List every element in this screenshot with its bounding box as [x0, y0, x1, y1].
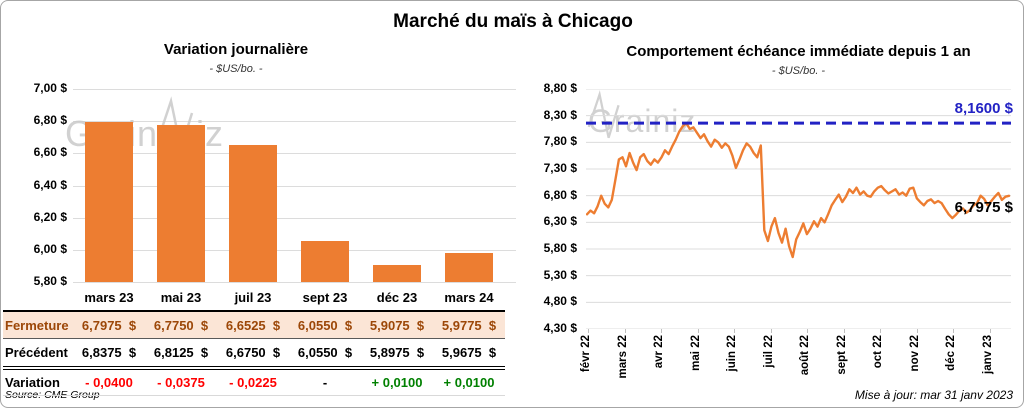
last-price-label: 6,7975 $ — [954, 198, 1013, 216]
line-chart-subtitle: - $US/bo. - — [771, 65, 826, 77]
table-cell: + 0,0100 — [371, 375, 423, 390]
price-line-chart — [586, 89, 1011, 329]
line-y-tick: 7,30 $ — [543, 161, 577, 175]
table-header-cell: mai 23 — [160, 290, 202, 305]
table-cell: - 0,0400 — [85, 375, 133, 390]
line-y-tick: 7,80 $ — [543, 134, 577, 149]
bar-y-tick: 7,00 $ — [33, 81, 67, 95]
price-table: mars 23 mai 23 juil 23 sept 23 déc 23 mars 24… — [3, 285, 505, 396]
bar-mars 24 — [445, 253, 493, 282]
table-header-cell: déc 23 — [376, 290, 418, 305]
page-title: Marché du maïs à Chicago — [393, 11, 633, 32]
table-cell: - — [322, 375, 328, 390]
bar-sept 23 — [301, 241, 349, 282]
table-cell: 6,8125 $ — [153, 345, 209, 360]
line-x-tick: févr 22 — [580, 335, 592, 373]
table-header-cell: sept 23 — [302, 290, 348, 305]
bar-y-tick: 6,20 $ — [33, 209, 67, 224]
line-x-tick: mai 22 — [689, 335, 702, 371]
bar-y-tick: 6,40 $ — [33, 177, 67, 192]
bar-y-tick: 6,60 $ — [33, 145, 67, 160]
line-chart-plot-area: Grain iz — [586, 89, 1011, 329]
table-cell: + 0,0100 — [443, 375, 495, 390]
bar-déc 23 — [373, 264, 421, 282]
axis-tick-mark — [770, 329, 772, 333]
table-row-precedent: Précédent 6,8375 $ 6,8125 $ 6,6750 $ 6,0550 … — [3, 339, 505, 370]
line-chart-title: Comportement échéance immédiate depuis 1… — [626, 43, 971, 60]
axis-tick-mark — [843, 329, 845, 333]
axis-tick-mark — [697, 329, 699, 333]
row-label: Variation — [5, 375, 60, 390]
line-x-tick: déc 22 — [945, 335, 957, 371]
table-cell: 6,8375 $ — [81, 345, 137, 360]
gridline — [73, 282, 516, 283]
table-cell: 6,7750 $ — [153, 317, 209, 333]
table-row-variation: Variation - 0,0400 - 0,0375 - 0,0225 - + 0,01… — [3, 370, 505, 396]
table-header-cell: juil 23 — [234, 290, 272, 305]
table-cell: 6,7975 $ — [81, 317, 137, 333]
axis-tick-mark — [588, 329, 589, 333]
row-label: Précédent — [5, 345, 68, 360]
table-header-row: mars 23 mai 23 juil 23 sept 23 déc 23 mars 24 — [3, 285, 505, 312]
table-cell: 6,0550 $ — [297, 317, 353, 333]
line-y-tick: 8,30 $ — [543, 107, 577, 122]
line-x-tick: mars 22 — [616, 335, 629, 379]
line-x-tick: avr 22 — [653, 335, 665, 369]
bar-chart-title: Variation journalière — [163, 41, 309, 58]
line-x-tick: nov 22 — [908, 335, 921, 372]
gridline — [73, 185, 516, 187]
line-x-tick: oct 22 — [872, 335, 884, 369]
bar-chart-subtitle: - $US/bo. - — [209, 63, 263, 75]
table-cell: 6,6750 $ — [225, 345, 281, 360]
gridline — [73, 217, 516, 219]
axis-tick-mark — [661, 329, 662, 333]
table-row-fermeture: Fermeture 6,7975 $ 6,7750 $ 6,6525 $ 6,0550 … — [3, 312, 505, 339]
table-cell: - 0,0225 — [229, 375, 277, 390]
line-y-tick: 4,30 $ — [543, 321, 577, 335]
axis-tick-mark — [734, 329, 735, 333]
line-x-tick: janv 23 — [981, 335, 994, 374]
table-header-cell: mars 24 — [444, 290, 494, 305]
line-x-tick: juin 22 — [726, 335, 738, 372]
line-y-tick: 6,80 $ — [543, 187, 577, 202]
table-cell: 5,9675 $ — [441, 345, 497, 360]
line-x-tick: sept 22 — [835, 335, 848, 375]
axis-tick-mark — [989, 329, 991, 333]
table-cell: 5,8975 $ — [369, 345, 425, 360]
line-y-tick: 4,80 $ — [543, 294, 577, 309]
table-cell: 5,9075 $ — [369, 317, 425, 333]
bar-y-tick: 6,00 $ — [33, 241, 67, 256]
bar-mai 23 — [157, 125, 205, 282]
table-cell: - 0,0375 — [157, 375, 205, 390]
gridline — [73, 89, 516, 90]
axis-tick-mark — [916, 329, 918, 333]
table-cell: 5,9775 $ — [441, 317, 497, 333]
bar-juil 23 — [229, 144, 277, 282]
line-y-tick: 8,80 $ — [543, 81, 577, 95]
axis-tick-mark — [624, 329, 626, 333]
bar-mars 23 — [85, 121, 133, 282]
gridline — [73, 153, 516, 155]
gridline — [73, 249, 516, 251]
updated-note: Mise à jour: mar 31 janv 2023 — [854, 388, 1013, 402]
gridline — [73, 121, 516, 123]
line-x-tick: août 22 — [799, 335, 811, 376]
line-y-tick: 5,30 $ — [543, 267, 577, 282]
table-cell: 6,0550 $ — [297, 345, 353, 360]
row-label: Fermeture — [5, 317, 69, 333]
bar-y-tick: 5,80 $ — [33, 274, 67, 288]
axis-tick-mark — [880, 329, 881, 333]
axis-tick-mark — [807, 329, 808, 333]
table-header-cell: mars 23 — [84, 290, 134, 305]
bar-y-tick: 6,80 $ — [33, 113, 67, 128]
line-y-tick: 6,30 $ — [543, 214, 577, 229]
axis-tick-mark — [953, 329, 954, 333]
line-x-tick: juil 22 — [762, 335, 775, 368]
table-cell: 6,6525 $ — [225, 317, 281, 333]
line-y-tick: 5,80 $ — [543, 241, 577, 255]
yearly-high-label: 8,1600 $ — [954, 100, 1013, 118]
